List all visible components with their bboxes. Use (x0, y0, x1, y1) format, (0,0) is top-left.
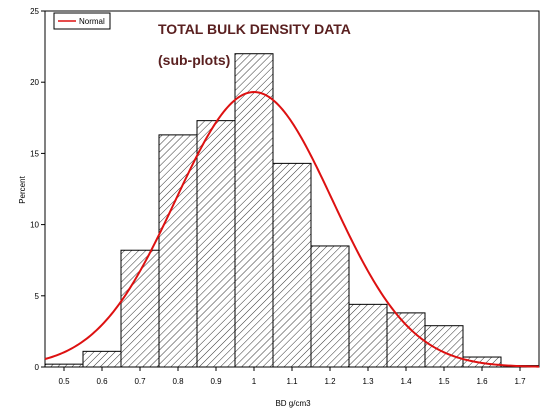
normal-curve-line (44, 91, 540, 368)
y-tick-label: 25 (30, 7, 39, 16)
y-tick-label: 10 (30, 221, 39, 230)
chart-title: TOTAL BULK DENSITY DATA (158, 21, 351, 37)
histogram-bar (44, 363, 84, 368)
x-tick-label: 0.6 (96, 377, 108, 386)
legend-box (53, 12, 111, 30)
y-tick-label: 20 (30, 78, 39, 87)
x-tick-label: 1.7 (514, 377, 526, 386)
histogram-bar (272, 162, 312, 368)
y-tick-label: 15 (30, 149, 39, 158)
legend: Normal (53, 12, 111, 30)
y-tick-label: 5 (35, 292, 40, 301)
x-axis-label: BD g/cm3 (275, 399, 311, 408)
histogram-bar (82, 350, 122, 368)
chart-subtitle: (sub-plots) (158, 52, 230, 68)
x-tick-label: 1.2 (324, 377, 336, 386)
y-tick-label: 0 (35, 363, 40, 372)
histogram-bar (120, 249, 160, 368)
x-tick-label: 1.4 (400, 377, 412, 386)
x-tick-label: 0.5 (58, 377, 70, 386)
histogram-bar (386, 312, 426, 368)
histogram-bar (310, 245, 350, 368)
x-tick-label: 0.7 (134, 377, 146, 386)
histogram-bar (158, 134, 198, 368)
histogram-bar (234, 53, 274, 368)
x-tick-label: 1.6 (476, 377, 488, 386)
histogram-bar (424, 325, 464, 368)
histogram-bar (196, 120, 236, 368)
x-tick-label: 1 (252, 377, 257, 386)
x-tick-label: 1.5 (438, 377, 450, 386)
legend-label-normal: Normal (79, 17, 105, 26)
y-axis-label: Percent (18, 175, 27, 203)
x-tick-label: 1.3 (362, 377, 374, 386)
x-tick-label: 1.1 (286, 377, 298, 386)
histogram-bar (348, 303, 388, 368)
x-tick-label: 0.9 (210, 377, 222, 386)
x-tick-label: 0.8 (172, 377, 184, 386)
